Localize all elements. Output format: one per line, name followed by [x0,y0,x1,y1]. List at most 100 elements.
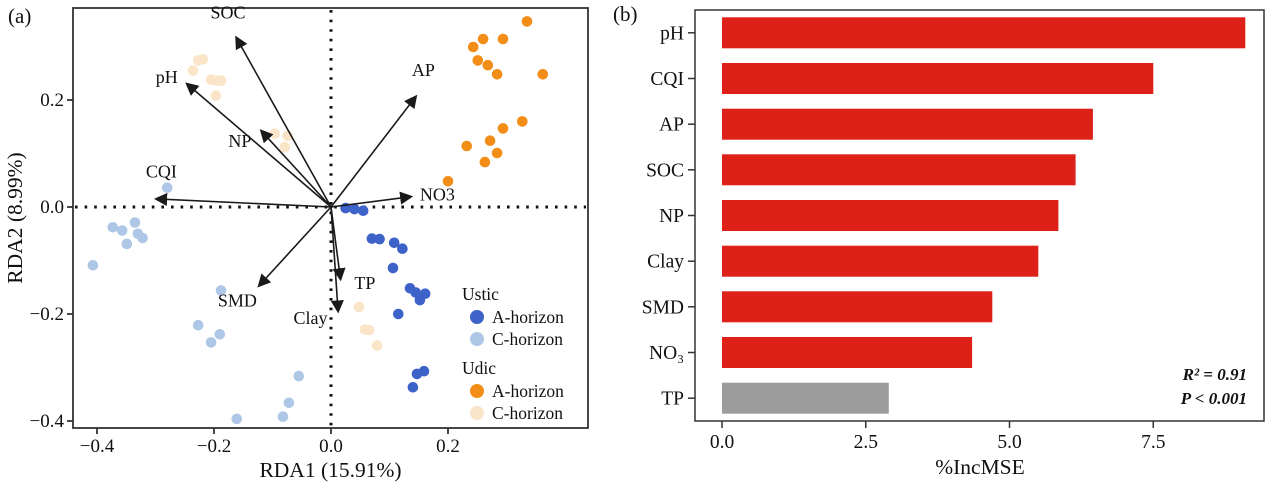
scatter-point-udic-a-horizon [482,59,494,71]
category-label-SOC: SOC [646,160,684,181]
category-label-NP: NP [659,206,684,227]
x-tick-label: 0.0 [319,436,343,457]
legend-group-title: Udic [462,358,496,378]
scatter-point-udic-c-horizon [353,301,365,313]
arrow-label-CQI: CQI [146,162,177,182]
category-label-CQI: CQI [650,69,684,90]
scatter-point-udic-c-horizon [197,54,209,65]
arrow-SMD [257,206,332,288]
panel-a-tag: (a) [8,4,32,28]
arrow-label-AP: AP [412,60,435,80]
legend-dot [470,384,484,398]
scatter-point-udic-c-horizon [363,324,375,336]
scatter-point-udic-a-horizon [537,69,549,80]
arrow-label-TP: TP [354,273,375,293]
arrow-label-Clay: Clay [293,308,327,328]
bar-Clay [722,245,1039,277]
arrow-SOC [235,35,332,208]
bar-SOC [722,154,1076,186]
scatter-point-udic-a-horizon [517,116,528,127]
arrow-Clay [330,206,344,314]
scatter-point-ustic-a-horizon [388,237,400,249]
annotation-p-value: P < 0.001 [1180,389,1247,408]
scatter-point-ustic-c-horizon [214,329,226,340]
scatter-point-ustic-c-horizon [215,285,227,296]
category-label-Clay: Clay [647,252,684,273]
x-tick-label: 0.0 [710,432,734,453]
bar-SMD [722,291,993,323]
scatter-point-ustic-c-horizon [192,319,204,331]
legend-item-label: A-horizon [492,307,564,327]
bar-NO₃ [722,337,973,368]
x-tick-label: 0.2 [436,436,460,457]
x-tick-label: −0.4 [80,436,115,457]
rda-biplot-panel: SOC pH NP CQI NO3 AP SMD TP Clay −0.4 −0.2 0.0 0.2 0.… [3,3,589,482]
scatter-point-udic-a-horizon [479,156,491,168]
category-label-NO₃: NO₃ [649,343,684,364]
bar-AP [722,108,1093,140]
scatter-point-ustic-c-horizon [129,217,141,228]
arrow-label-NO3: NO3 [420,185,455,205]
category-label-TP: TP [661,389,684,410]
y-axis-title: RDA2 (8.99%) [3,152,27,283]
incmse-bar-panel: pH CQI AP SOC NP Clay SMD NO₃ TP 0.0 2.5 5.0 7.5 %Inc… [642,9,1265,479]
bar-NP [722,200,1059,231]
arrow-label-pH: pH [156,67,178,87]
scatter-point-ustic-c-horizon [231,413,243,425]
scatter-point-ustic-c-horizon [277,411,289,423]
x-axis-title: RDA1 (15.91%) [259,458,401,482]
scatter-point-udic-c-horizon [215,75,227,86]
scatter-point-ustic-c-horizon [283,397,295,409]
scatter-point-ustic-a-horizon [349,203,360,215]
scatter-point-ustic-c-horizon [107,222,119,233]
arrow-pH [185,82,332,208]
legend-dot [470,406,484,420]
arrow-CQI [153,192,332,208]
annotation-r-squared: R² = 0.91 [1182,365,1247,384]
y-tick-label: −0.2 [30,304,64,325]
scatter-point-ustic-a-horizon [366,233,378,244]
scatter-point-ustic-c-horizon [116,225,128,236]
scatter-point-udic-a-horizon [442,176,454,187]
scatter-point-udic-a-horizon [477,33,489,45]
scatter-point-ustic-a-horizon [357,205,369,216]
scatter-point-udic-a-horizon [521,16,533,27]
category-label-SMD: SMD [642,297,684,318]
scatter-point-udic-a-horizon [491,147,503,159]
panel-b-tag: (b) [613,2,638,26]
legend-group-title: Ustic [462,284,499,304]
bar-TP [722,382,889,414]
scatter-point-ustic-c-horizon [205,337,217,348]
x-tick-label: 2.5 [854,432,878,453]
x-tick-label: −0.2 [197,436,231,457]
arrow-label-SOC: SOC [211,3,246,23]
scatter-point-ustic-a-horizon [393,308,404,320]
scatter-point-ustic-c-horizon [87,260,99,271]
y-tick-label: 0.2 [40,90,64,111]
category-label-AP: AP [659,115,684,136]
y-tick-label: 0.0 [40,197,64,218]
scatter-point-udic-c-horizon [187,65,199,76]
arrow-AP [330,94,418,208]
legend-item-label: A-horizon [492,381,564,401]
scatter-point-udic-a-horizon [497,33,509,45]
plot-border [72,7,589,429]
scatter-point-udic-c-horizon [279,141,291,153]
legend-dot [470,310,484,324]
scatter-point-udic-a-horizon [461,140,473,152]
x-tick-label: 5.0 [997,432,1021,453]
scatter-point-udic-a-horizon [484,135,496,146]
scatter-point-udic-c-horizon [371,340,383,351]
scatter-point-ustic-c-horizon [121,238,133,250]
x-axis-title: %IncMSE [935,455,1025,479]
scatter-point-ustic-a-horizon [387,262,399,274]
scatter-point-ustic-a-horizon [397,243,408,254]
scatter-point-udic-c-horizon [269,128,281,139]
scatter-point-ustic-a-horizon [418,365,430,377]
arrow-label-NP: NP [228,131,251,151]
scatter-point-ustic-c-horizon [293,370,305,382]
scatter-point-ustic-a-horizon [374,233,385,245]
legend-item-label: C-horizon [492,329,563,349]
scatter-point-ustic-a-horizon [414,294,426,306]
